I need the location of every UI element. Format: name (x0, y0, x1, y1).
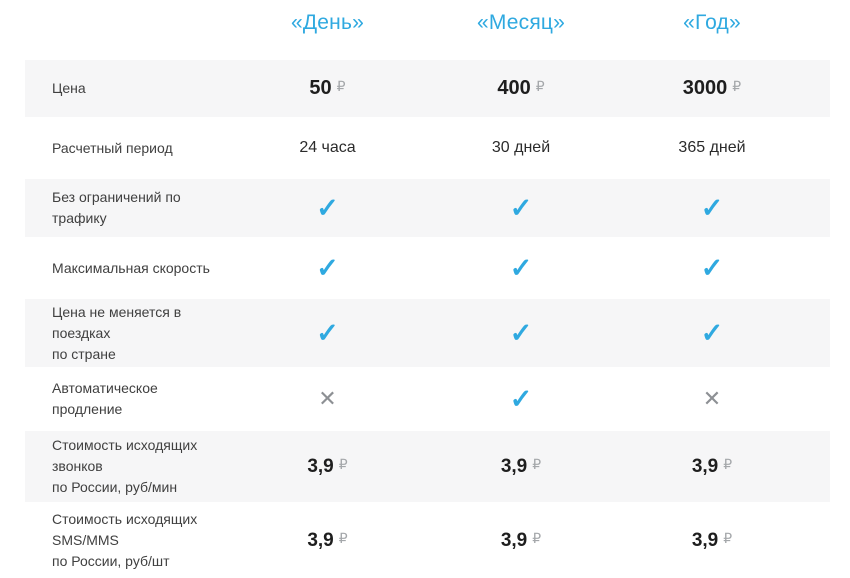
table-row-calls-cost: Стоимость исходящих звонков по России, р… (25, 431, 830, 502)
check-icon: ✓ (509, 383, 533, 414)
ruble-sign: ₽ (338, 455, 348, 472)
check-icon: ✓ (316, 192, 339, 223)
table-row-max-speed: Максимальная скорость ✓ ✓ ✓ (25, 239, 830, 297)
row-label: Без ограничений по трафику (52, 189, 181, 226)
row-label: Расчетный период (52, 139, 173, 156)
price-value: 3,9 ₽ (617, 530, 807, 552)
check-icon: ✓ (509, 192, 533, 223)
row-label: Стоимость исходящих звонков по России, р… (52, 437, 198, 495)
row-label: Стоимость исходящих SMS/MMS по России, р… (52, 511, 198, 569)
ruble-sign: ₽ (338, 529, 348, 546)
row-label: Цена (52, 80, 86, 96)
ruble-sign: ₽ (535, 78, 545, 95)
price-number: 400 (497, 77, 531, 99)
price-number: 3,9 (307, 455, 334, 477)
row-label: Цена не меняется в поездках по стране (52, 303, 182, 362)
price-value: 3,9 ₽ (230, 530, 425, 552)
price-number: 3000 (682, 77, 728, 99)
ruble-sign: ₽ (723, 529, 733, 546)
ruble-sign: ₽ (532, 529, 542, 546)
table-row-period: Расчетный период 24 часа 30 дней 365 дне… (25, 119, 830, 177)
price-value: 3,9 ₽ (425, 530, 617, 552)
cross-icon: ✕ (702, 385, 722, 411)
ruble-sign: ₽ (732, 78, 742, 95)
ruble-sign: ₽ (532, 455, 542, 472)
check-icon: ✓ (700, 192, 724, 223)
table-row-unlimited-traffic: Без ограничений по трафику ✓ ✓ ✓ (25, 179, 830, 237)
price-value: 3000 ₽ (617, 77, 807, 100)
period-value: 24 часа (299, 139, 356, 156)
check-icon: ✓ (509, 252, 533, 283)
table-row-auto-renewal: Автоматическое продление ✕ ✓ ✕ (25, 369, 830, 429)
price-number: 3,9 (691, 529, 719, 551)
price-value: 50 ₽ (230, 77, 425, 100)
table-row-roaming-price: Цена не меняется в поездках по стране ✓ … (25, 299, 830, 367)
column-header-month: «Месяц» (476, 11, 566, 34)
period-value: 365 дней (678, 139, 746, 156)
cross-icon: ✕ (318, 385, 337, 411)
price-number: 3,9 (307, 529, 334, 551)
check-icon: ✓ (316, 317, 339, 348)
table-header: «День» «Месяц» «Год» (25, 5, 830, 60)
column-header-year: «Год» (683, 11, 741, 34)
price-number: 3,9 (500, 455, 528, 477)
price-value: 3,9 ₽ (425, 456, 617, 478)
price-number: 3,9 (691, 455, 719, 477)
table-row-price: Цена 50 ₽ 400 ₽ 3000 ₽ (25, 60, 830, 117)
column-header-day: «День» (291, 11, 364, 34)
ruble-sign: ₽ (336, 78, 346, 95)
row-label: Автоматическое продление (52, 380, 158, 417)
table-row-sms-cost: Стоимость исходящих SMS/MMS по России, р… (25, 504, 830, 577)
period-value: 30 дней (491, 139, 551, 156)
ruble-sign: ₽ (723, 455, 733, 472)
check-icon: ✓ (509, 317, 533, 348)
check-icon: ✓ (316, 252, 339, 283)
price-value: 400 ₽ (425, 77, 617, 100)
price-value: 3,9 ₽ (230, 456, 425, 478)
price-number: 50 (309, 77, 332, 99)
row-label: Максимальная скорость (52, 259, 210, 276)
price-value: 3,9 ₽ (617, 456, 807, 478)
check-icon: ✓ (700, 317, 724, 348)
price-number: 3,9 (500, 529, 528, 551)
check-icon: ✓ (700, 252, 724, 283)
